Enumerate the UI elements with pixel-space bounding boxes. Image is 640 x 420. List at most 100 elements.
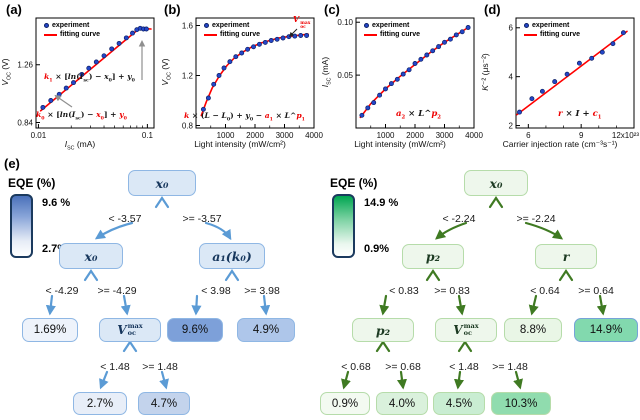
fitting-line-swatch <box>524 33 537 36</box>
green-tree-root-x0: x₀ <box>464 170 528 196</box>
equation-c: a2 × L^p2 <box>396 109 441 121</box>
svg-text:0.84: 0.84 <box>17 118 33 127</box>
svg-text:0.05: 0.05 <box>337 71 353 80</box>
chart-d-plot: 6 9 12x10²³ 2 4 6 <box>509 17 639 140</box>
svg-text:0.10: 0.10 <box>337 18 353 27</box>
experiment-dot-swatch <box>524 23 529 28</box>
split-condition: >= 1.48 <box>492 361 528 373</box>
green-tree-leaf: 8.8% <box>504 318 562 342</box>
blue-tree-edges <box>45 196 271 390</box>
legend-experiment-label: experiment <box>212 22 250 29</box>
split-condition: < 0.68 <box>341 361 371 373</box>
panel-d: (d) 6 9 12x10²³ 2 4 6 K⁻² (μs⁻²) Carrier inje… <box>480 0 640 160</box>
svg-text:1.26: 1.26 <box>17 61 33 70</box>
panel-c: (c) 1000 2000 3000 4000 0.05 0.10 ISC (mA) Li… <box>320 0 483 160</box>
chart-b-legend: experiment fitting curve <box>204 21 260 39</box>
green-tree-leaf: 14.9% <box>574 318 638 342</box>
eqe-colorbar-green <box>332 194 355 258</box>
split-condition: < -3.57 <box>108 213 142 225</box>
panel-b: (b) 1000 2000 3000 4000 0.8 1.2 1.6 VOC (V) Li… <box>160 0 323 160</box>
svg-text:3000: 3000 <box>276 131 294 140</box>
panel-a: (a) 0.01 0.1 0.84 1.26 VOC (V) ISC (mA) exp… <box>0 0 160 160</box>
panel-e: (e) <box>0 156 640 420</box>
split-condition: < 0.64 <box>530 285 560 297</box>
chart-a-legend: experiment fitting curve <box>44 21 100 39</box>
panel-b-label: (b) <box>164 2 181 17</box>
svg-text:1000: 1000 <box>217 131 235 140</box>
blue-tree-leaf: 4.9% <box>237 318 295 342</box>
chart-d-ylabel: K⁻² (μs⁻²) <box>480 53 490 91</box>
svg-text:2: 2 <box>509 121 514 130</box>
chart-a-ylabel: VOC (V) <box>0 58 13 86</box>
split-condition: >= 0.83 <box>434 285 470 297</box>
chart-a-plot: 0.01 0.1 0.84 1.26 <box>17 17 155 140</box>
green-tree-leaf: 0.9% <box>320 392 370 415</box>
green-tree-node-r: r <box>535 244 597 269</box>
split-condition: >= 3.98 <box>244 285 280 297</box>
fitting-line-swatch <box>44 33 57 36</box>
legend-fitting-label: fitting curve <box>540 31 581 38</box>
eqe-scale-title-green: EQE (%) <box>330 176 378 190</box>
svg-text:2000: 2000 <box>246 131 264 140</box>
legend-experiment-label: experiment <box>532 22 570 29</box>
eqe-scale-min-green: 0.9% <box>364 243 390 255</box>
legend-experiment-label: experiment <box>52 22 90 29</box>
split-condition: < 1.48 <box>449 361 479 373</box>
equation-b: k × (L − L0) + y0 − a1 × L^p1 <box>184 111 305 123</box>
svg-text:1.6: 1.6 <box>182 21 194 30</box>
split-condition: >= 1.48 <box>142 361 178 373</box>
split-condition: >= 0.64 <box>578 285 614 297</box>
svg-text:0.01: 0.01 <box>31 131 47 140</box>
svg-text:4: 4 <box>509 72 514 81</box>
blue-tree-root-x0: x₀ <box>128 170 196 196</box>
chart-d-legend: experiment fitting curve <box>524 21 580 39</box>
blue-tree-node-x0: x₀ <box>59 243 123 269</box>
split-condition: >= -4.29 <box>97 285 137 297</box>
panel-d-label: (d) <box>484 2 501 17</box>
split-condition: < -2.24 <box>442 213 476 225</box>
split-condition: < -4.29 <box>45 285 79 297</box>
svg-text:3000: 3000 <box>436 131 454 140</box>
chart-c-legend: experiment fitting curve <box>364 21 420 39</box>
chart-d-xlabel: Carrier injection rate (cm⁻³s⁻¹) <box>502 139 618 149</box>
green-tree-leaf: 4.0% <box>376 392 428 415</box>
chart-c-ylabel: ISC (mA) <box>320 56 333 88</box>
legend-fitting-label: fitting curve <box>60 31 101 38</box>
split-condition: >= -3.57 <box>182 213 222 225</box>
split-condition: >= 0.68 <box>385 361 421 373</box>
split-condition: >= -2.24 <box>516 213 556 225</box>
equation-d: r × I + c1 <box>558 109 602 121</box>
panel-a-label: (a) <box>6 2 22 17</box>
svg-text:6: 6 <box>509 24 514 33</box>
panel-c-label: (c) <box>324 2 340 17</box>
svg-text:1.2: 1.2 <box>182 71 194 80</box>
svg-text:6: 6 <box>526 131 531 140</box>
chart-b-xlabel: Light intensity (mW/cm²) <box>194 139 286 149</box>
fitting-line-swatch <box>364 33 377 36</box>
svg-text:1000: 1000 <box>377 131 395 140</box>
green-tree-leaf: 10.3% <box>491 392 551 415</box>
eqe-scale-title-blue: EQE (%) <box>8 176 56 190</box>
svg-text:2000: 2000 <box>406 131 424 140</box>
split-condition: < 0.83 <box>389 285 419 297</box>
blue-tree-node-a1k0: a₁(k₀) <box>199 243 265 269</box>
experiment-dot-swatch <box>364 23 369 28</box>
green-tree-leaf: 4.5% <box>433 392 485 415</box>
blue-tree-leaf: 2.7% <box>73 392 127 415</box>
panel-e-label: (e) <box>4 156 20 171</box>
experiment-dot-swatch <box>204 23 209 28</box>
equation-k1: k1 × [ln(Isc) − x0] + y0 <box>44 72 135 84</box>
legend-experiment-label: experiment <box>372 22 410 29</box>
tree-edges <box>45 196 607 390</box>
blue-tree-leaf: 1.69% <box>22 318 78 342</box>
svg-text:4000: 4000 <box>305 131 323 140</box>
green-tree-node-p2: p₂ <box>402 244 464 269</box>
eqe-scale-max-blue: 9.6 % <box>42 197 71 209</box>
chart-c-plot: 1000 2000 3000 4000 0.05 0.10 <box>337 17 483 140</box>
green-tree-edges <box>341 196 607 390</box>
legend-fitting-label: fitting curve <box>220 31 261 38</box>
